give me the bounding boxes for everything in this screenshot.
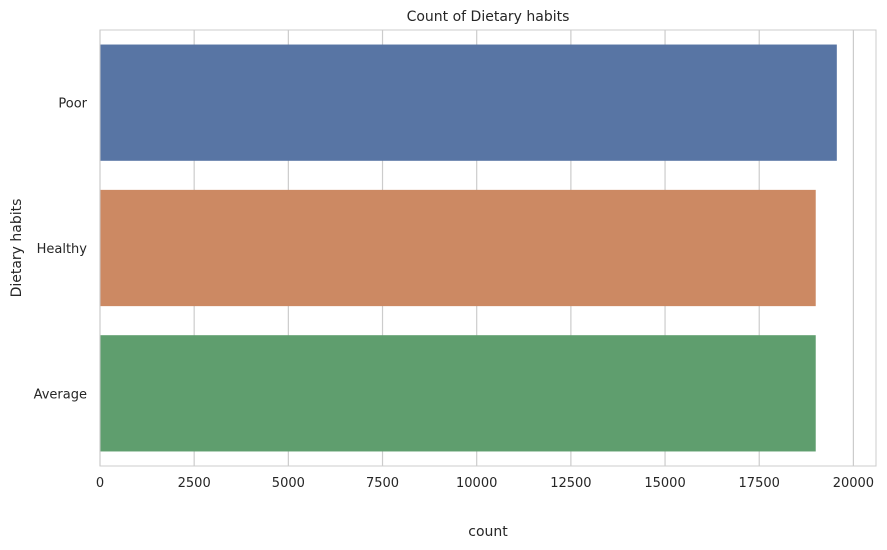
bar-average (100, 335, 816, 452)
x-tick-label: 7500 (366, 476, 399, 491)
y-tick-labels: Poor Healthy Average (34, 97, 88, 403)
x-tick-label: 0 (96, 476, 104, 491)
y-tick-label: Poor (58, 97, 87, 112)
plot-frame (99, 29, 877, 467)
bars (100, 44, 837, 452)
x-tick-label: 5000 (272, 476, 305, 491)
y-tick-label: Average (34, 387, 87, 402)
x-tick-labels: 0 2500 5000 7500 10000 12500 15000 17500 20000 (96, 476, 874, 491)
y-axis-title: Dietary habits (9, 199, 25, 298)
x-tick-label: 12500 (550, 476, 591, 491)
bar-poor (100, 44, 837, 161)
x-axis-title: count (468, 524, 508, 540)
x-tick-label: 20000 (833, 476, 874, 491)
chart-title: Count of Dietary habits (407, 9, 570, 25)
x-tick-label: 10000 (456, 476, 497, 491)
x-tick-label: 2500 (178, 476, 211, 491)
x-tick-label: 17500 (739, 476, 780, 491)
bar-healthy (100, 189, 816, 307)
y-tick-label: Healthy (37, 242, 88, 257)
x-tick-label: 15000 (644, 476, 685, 491)
